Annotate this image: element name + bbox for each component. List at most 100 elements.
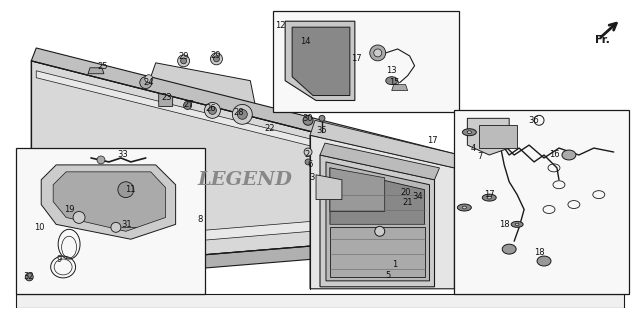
- Text: 12: 12: [275, 21, 285, 30]
- Text: 20: 20: [401, 188, 411, 197]
- Polygon shape: [330, 227, 424, 277]
- Text: 23: 23: [161, 93, 172, 102]
- Polygon shape: [31, 48, 460, 168]
- Text: 22: 22: [264, 124, 275, 133]
- Polygon shape: [53, 172, 166, 231]
- Text: 27: 27: [183, 100, 194, 109]
- Polygon shape: [36, 71, 454, 182]
- Text: 13: 13: [387, 66, 397, 75]
- Circle shape: [118, 182, 134, 198]
- Circle shape: [205, 103, 220, 118]
- Circle shape: [73, 211, 85, 223]
- Ellipse shape: [562, 150, 576, 160]
- Ellipse shape: [462, 129, 476, 136]
- Text: 35: 35: [317, 126, 327, 135]
- Text: 31: 31: [122, 220, 132, 229]
- Text: 18: 18: [499, 220, 509, 229]
- Circle shape: [145, 75, 153, 83]
- Text: 24: 24: [143, 78, 154, 87]
- Circle shape: [370, 45, 386, 61]
- Text: 29: 29: [210, 51, 221, 60]
- Circle shape: [184, 101, 191, 109]
- Polygon shape: [454, 110, 628, 294]
- Ellipse shape: [487, 196, 492, 199]
- Text: 5: 5: [385, 271, 390, 280]
- Text: 21: 21: [403, 198, 413, 207]
- Ellipse shape: [462, 206, 467, 209]
- Circle shape: [374, 49, 381, 57]
- Text: 15: 15: [389, 78, 400, 87]
- Text: 33: 33: [118, 150, 128, 159]
- Ellipse shape: [386, 77, 397, 85]
- Text: 36: 36: [529, 116, 540, 125]
- Circle shape: [375, 226, 385, 236]
- Text: 28: 28: [233, 108, 244, 117]
- Circle shape: [111, 222, 121, 232]
- Text: Fr.: Fr.: [595, 35, 610, 45]
- Polygon shape: [467, 118, 509, 155]
- Circle shape: [178, 55, 189, 67]
- Ellipse shape: [502, 244, 516, 254]
- Circle shape: [237, 109, 247, 119]
- Text: 17: 17: [484, 190, 495, 199]
- Ellipse shape: [515, 223, 519, 226]
- Text: 2: 2: [305, 150, 310, 159]
- Text: 14: 14: [300, 36, 310, 45]
- Circle shape: [211, 53, 223, 65]
- Text: 18: 18: [534, 248, 545, 256]
- Text: 16: 16: [548, 150, 559, 159]
- Circle shape: [232, 104, 252, 124]
- Polygon shape: [292, 27, 350, 95]
- Text: 3: 3: [309, 173, 315, 182]
- Circle shape: [26, 273, 33, 281]
- Ellipse shape: [458, 204, 471, 211]
- Circle shape: [209, 106, 216, 114]
- Ellipse shape: [483, 194, 496, 201]
- Polygon shape: [31, 61, 454, 269]
- Polygon shape: [392, 85, 408, 91]
- Circle shape: [305, 159, 311, 165]
- Text: 32: 32: [23, 273, 33, 281]
- Polygon shape: [310, 135, 454, 289]
- Circle shape: [304, 148, 312, 156]
- Text: LEGEND: LEGEND: [198, 171, 292, 189]
- Text: 8: 8: [198, 215, 204, 224]
- Polygon shape: [17, 294, 623, 308]
- Text: 25: 25: [98, 62, 108, 71]
- Polygon shape: [36, 210, 454, 254]
- Polygon shape: [320, 143, 440, 180]
- Text: 7: 7: [477, 152, 483, 162]
- Text: 19: 19: [64, 205, 74, 214]
- Text: 10: 10: [34, 223, 44, 232]
- Polygon shape: [310, 120, 460, 168]
- Polygon shape: [159, 94, 173, 106]
- Polygon shape: [326, 162, 429, 281]
- Text: 26: 26: [205, 104, 216, 113]
- Polygon shape: [479, 125, 517, 148]
- Text: 11: 11: [125, 185, 136, 194]
- Polygon shape: [88, 68, 104, 74]
- Circle shape: [97, 156, 105, 164]
- Circle shape: [140, 77, 152, 89]
- Polygon shape: [330, 168, 385, 211]
- Polygon shape: [41, 165, 175, 239]
- Text: 9: 9: [56, 255, 62, 264]
- Circle shape: [180, 58, 187, 64]
- Polygon shape: [273, 11, 460, 112]
- Polygon shape: [330, 168, 424, 224]
- Text: 17: 17: [351, 54, 362, 63]
- Ellipse shape: [511, 221, 523, 227]
- Polygon shape: [285, 21, 355, 100]
- Polygon shape: [31, 234, 460, 282]
- Circle shape: [214, 56, 220, 62]
- Polygon shape: [320, 155, 435, 287]
- Text: 29: 29: [179, 53, 189, 61]
- Text: 17: 17: [427, 136, 438, 145]
- Circle shape: [303, 115, 313, 125]
- Polygon shape: [316, 175, 342, 200]
- Text: 34: 34: [412, 192, 423, 201]
- Polygon shape: [148, 63, 255, 118]
- Ellipse shape: [537, 256, 551, 266]
- Text: 30: 30: [303, 114, 314, 123]
- Circle shape: [319, 115, 325, 121]
